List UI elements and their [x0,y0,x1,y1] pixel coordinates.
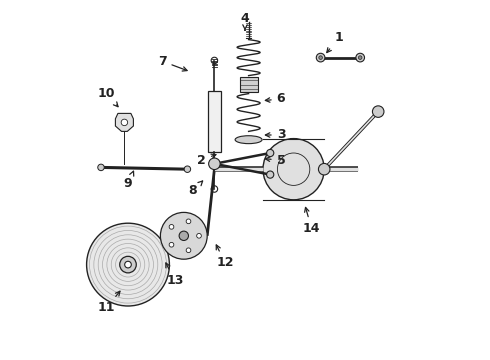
Text: 8: 8 [189,181,203,197]
Circle shape [209,158,220,170]
Text: 13: 13 [166,263,183,287]
Text: 1: 1 [327,31,343,53]
Circle shape [186,248,191,253]
Text: 9: 9 [123,171,134,190]
Bar [208,91,221,152]
Circle shape [121,119,127,126]
Circle shape [124,261,131,268]
Text: 14: 14 [303,207,320,235]
Circle shape [319,56,322,59]
Circle shape [267,171,274,178]
Circle shape [316,53,325,62]
Ellipse shape [235,136,262,144]
Circle shape [267,149,274,157]
Text: 5: 5 [266,154,285,167]
Text: 10: 10 [98,87,118,107]
Text: 2: 2 [197,154,216,167]
Text: 7: 7 [158,55,187,71]
Circle shape [318,163,330,175]
Bar [240,77,258,92]
Circle shape [186,219,191,224]
Circle shape [169,225,174,229]
Circle shape [179,231,189,240]
Circle shape [358,56,362,59]
Circle shape [372,106,384,117]
Polygon shape [116,113,133,131]
Circle shape [87,223,170,306]
Text: 3: 3 [266,129,285,141]
Circle shape [120,256,136,273]
Circle shape [211,160,218,167]
Circle shape [184,166,191,172]
Circle shape [196,234,201,238]
Circle shape [160,212,207,259]
Text: 11: 11 [98,291,120,314]
Circle shape [263,139,324,200]
Text: 12: 12 [216,245,234,269]
Text: 6: 6 [266,93,285,105]
Circle shape [98,164,104,171]
Circle shape [356,53,365,62]
Text: 4: 4 [241,12,249,30]
Circle shape [169,242,174,247]
